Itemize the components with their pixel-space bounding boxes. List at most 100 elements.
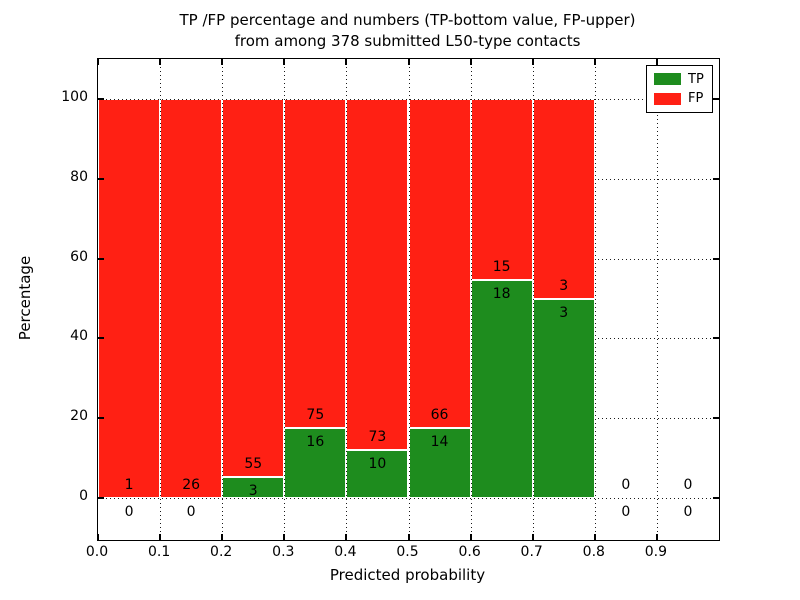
tp-count-label: 3 (559, 304, 569, 321)
y-tick-label: 0 (79, 488, 88, 504)
axis-tick (713, 497, 719, 499)
x-axis-label: Predicted probability (329, 566, 486, 584)
fp-bar-segment (470, 99, 533, 281)
gridline-vertical (594, 59, 596, 540)
gridline-vertical (284, 59, 286, 540)
fp-bar-segment (222, 99, 285, 478)
tp-bar-segment (408, 428, 471, 498)
tp-count-label: 0 (124, 504, 134, 520)
tp-count-label: 16 (306, 433, 325, 450)
y-tick-label: 60 (70, 248, 88, 265)
axis-tick (98, 257, 104, 260)
legend: TP FP (646, 65, 713, 113)
fp-count-label: 75 (306, 406, 325, 423)
fp-count-label: 0 (621, 477, 631, 493)
y-tick-label: 40 (70, 328, 88, 345)
axis-tick (713, 98, 719, 100)
legend-color-swatch-tp (654, 73, 681, 86)
axis-tick (98, 337, 104, 340)
fp-count-label: 73 (368, 428, 387, 445)
axis-tick (221, 534, 224, 540)
tp-bar-segment (284, 427, 347, 498)
fp-bar-segment (98, 99, 161, 498)
gridline-vertical (222, 59, 224, 540)
axis-tick (593, 59, 596, 65)
fp-count-label: 55 (244, 456, 263, 473)
x-tick-label: 0.4 (334, 544, 357, 560)
axis-tick (713, 257, 719, 260)
axis-tick (407, 59, 410, 65)
gridline-horizontal (98, 99, 719, 100)
x-tick-label: 0.5 (396, 544, 419, 560)
axis-tick (713, 337, 719, 340)
axis-tick (159, 59, 162, 65)
plot-area: 1 0 26 0 55 3 75 16 73 10 66 14 15 18 3 3 0 0 0 0 (97, 58, 720, 541)
x-tick-label: 0.8 (582, 544, 605, 560)
fp-bar-segment (160, 99, 223, 498)
gridline-vertical (346, 59, 348, 540)
fp-count-label: 26 (182, 477, 201, 493)
axis-tick (531, 534, 534, 540)
tp-count-label: 18 (492, 286, 511, 303)
axis-tick (98, 497, 104, 499)
tp-count-label: 0 (186, 504, 196, 520)
fp-count-label: 15 (492, 259, 511, 276)
axis-tick (97, 59, 99, 65)
axis-tick (97, 534, 99, 540)
fp-count-label: 3 (559, 277, 569, 294)
axis-tick (531, 59, 534, 65)
legend-entry: TP (654, 73, 712, 86)
tp-count-label: 0 (683, 504, 693, 520)
x-tick-label: 0.0 (85, 544, 109, 560)
axis-tick (469, 59, 472, 65)
legend-color-swatch-fp (654, 92, 681, 105)
x-tick-label: 0.3 (272, 544, 295, 560)
axis-tick (283, 59, 286, 65)
x-tick-label: 0.2 (210, 544, 233, 560)
fp-bar-segment (532, 99, 595, 299)
axis-tick (713, 417, 719, 420)
legend-entry-label: TP (688, 71, 704, 87)
axis-tick (345, 59, 348, 65)
fp-bar-segment (346, 99, 409, 450)
x-tick-label: 0.9 (644, 544, 668, 560)
fp-count-label: 66 (430, 407, 449, 424)
axis-tick (655, 534, 658, 540)
fp-count-label: 1 (124, 477, 134, 493)
axis-tick (407, 534, 410, 540)
tp-count-label: 14 (430, 434, 449, 451)
axis-tick (159, 534, 162, 540)
axis-tick (713, 177, 719, 180)
x-tick-label: 0.7 (520, 544, 543, 560)
gridline-vertical (656, 59, 658, 540)
gridline-vertical (160, 59, 162, 540)
y-tick-label: 80 (70, 168, 88, 185)
tp-bar-segment (470, 280, 533, 498)
tp-count-label: 10 (368, 455, 387, 472)
legend-entry: FP (654, 92, 712, 105)
axis-tick (345, 534, 348, 540)
gridline-vertical (408, 59, 410, 540)
axis-tick (221, 59, 224, 65)
gridline-horizontal (98, 498, 719, 499)
tp-bar-segment (532, 298, 595, 498)
axis-tick (98, 177, 104, 180)
axis-tick (98, 98, 104, 100)
axis-tick (469, 534, 472, 540)
axis-tick (655, 59, 658, 65)
axis-tick (593, 534, 596, 540)
y-tick-label: 100 (61, 89, 88, 105)
chart-title-line1: TP /FP percentage and numbers (TP-bottom… (179, 11, 636, 29)
fp-bar-segment (408, 99, 471, 429)
tp-count-label: 0 (621, 504, 631, 520)
fp-count-label: 0 (683, 477, 693, 493)
tp-count-label: 3 (248, 483, 258, 500)
fp-bar-segment (284, 99, 347, 428)
legend-entry-label: FP (688, 91, 704, 107)
axis-tick (98, 417, 104, 420)
chart-title: TP /FP percentage and numbers (TP-bottom… (97, 10, 718, 52)
axis-tick (283, 534, 286, 540)
chart-title-line2: from among 378 submitted L50-type contac… (234, 32, 581, 50)
x-tick-label: 0.1 (147, 544, 171, 560)
